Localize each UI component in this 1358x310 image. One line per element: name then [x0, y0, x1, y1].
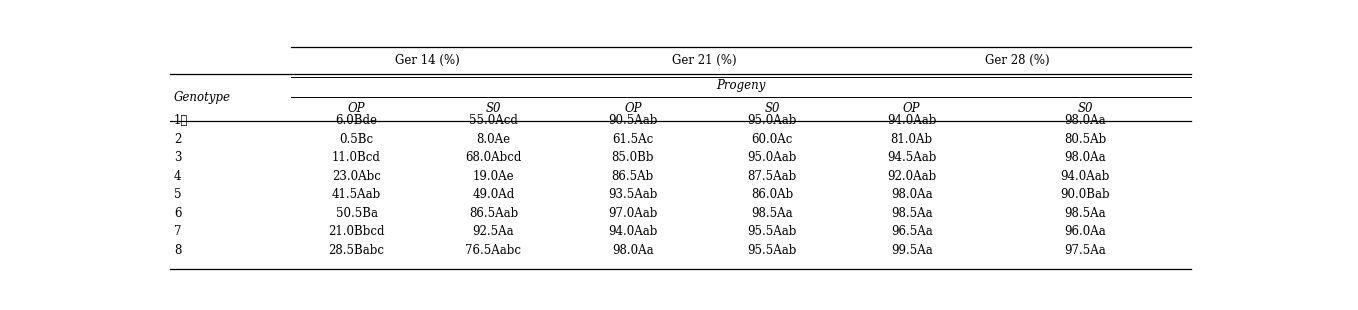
Text: 95.5Aab: 95.5Aab [748, 244, 797, 257]
Text: 8.0Ae: 8.0Ae [477, 133, 511, 146]
Text: 94.5Aab: 94.5Aab [887, 151, 937, 164]
Text: 95.0Aab: 95.0Aab [748, 114, 797, 127]
Text: 95.0Aab: 95.0Aab [748, 151, 797, 164]
Text: 8: 8 [174, 244, 182, 257]
Text: 21.0Bbcd: 21.0Bbcd [329, 225, 384, 238]
Text: 7: 7 [174, 225, 182, 238]
Text: 98.0Aa: 98.0Aa [1065, 114, 1107, 127]
Text: 41.5Aab: 41.5Aab [331, 188, 382, 201]
Text: 85.0Bb: 85.0Bb [611, 151, 655, 164]
Text: 2: 2 [174, 133, 182, 146]
Text: Ger 14 (%): Ger 14 (%) [395, 54, 460, 67]
Text: 61.5Ac: 61.5Ac [612, 133, 653, 146]
Text: 0.5Bc: 0.5Bc [340, 133, 373, 146]
Text: 98.5Aa: 98.5Aa [751, 207, 793, 220]
Text: 86.0Ab: 86.0Ab [751, 188, 793, 201]
Text: 87.5Aab: 87.5Aab [748, 170, 797, 183]
Text: 94.0Aab: 94.0Aab [1061, 170, 1109, 183]
Text: 98.0Aa: 98.0Aa [1065, 151, 1107, 164]
Text: Ger 28 (%): Ger 28 (%) [985, 54, 1050, 67]
Text: 4: 4 [174, 170, 182, 183]
Text: 93.5Aab: 93.5Aab [608, 188, 657, 201]
Text: 90.0Bab: 90.0Bab [1061, 188, 1111, 201]
Text: 94.0Aab: 94.0Aab [887, 114, 937, 127]
Text: S0: S0 [486, 102, 501, 115]
Text: 98.0Aa: 98.0Aa [612, 244, 653, 257]
Text: 1★: 1★ [174, 114, 189, 127]
Text: 92.0Aab: 92.0Aab [887, 170, 937, 183]
Text: Genotype: Genotype [174, 91, 231, 104]
Text: 97.5Aa: 97.5Aa [1065, 244, 1107, 257]
Text: 68.0Abcd: 68.0Abcd [466, 151, 521, 164]
Text: 99.5Aa: 99.5Aa [891, 244, 933, 257]
Text: 97.0Aab: 97.0Aab [608, 207, 657, 220]
Text: 95.5Aab: 95.5Aab [748, 225, 797, 238]
Text: 6: 6 [174, 207, 182, 220]
Text: 98.5Aa: 98.5Aa [891, 207, 933, 220]
Text: OP: OP [625, 102, 641, 115]
Text: 80.5Ab: 80.5Ab [1065, 133, 1107, 146]
Text: S0: S0 [765, 102, 779, 115]
Text: 76.5Aabc: 76.5Aabc [466, 244, 521, 257]
Text: 19.0Ae: 19.0Ae [473, 170, 515, 183]
Text: 6.0Bde: 6.0Bde [335, 114, 378, 127]
Text: 98.0Aa: 98.0Aa [891, 188, 933, 201]
Text: 11.0Bcd: 11.0Bcd [333, 151, 382, 164]
Text: S0: S0 [1078, 102, 1093, 115]
Text: 60.0Ac: 60.0Ac [751, 133, 793, 146]
Text: 96.5Aa: 96.5Aa [891, 225, 933, 238]
Text: 86.5Aab: 86.5Aab [469, 207, 517, 220]
Text: OP: OP [903, 102, 921, 115]
Text: 5: 5 [174, 188, 182, 201]
Text: 94.0Aab: 94.0Aab [608, 225, 657, 238]
Text: 50.5Ba: 50.5Ba [335, 207, 378, 220]
Text: 55.0Acd: 55.0Acd [469, 114, 517, 127]
Text: 49.0Ad: 49.0Ad [473, 188, 515, 201]
Text: 90.5Aab: 90.5Aab [608, 114, 657, 127]
Text: Ger 21 (%): Ger 21 (%) [672, 54, 736, 67]
Text: 92.5Aa: 92.5Aa [473, 225, 515, 238]
Text: 81.0Ab: 81.0Ab [891, 133, 933, 146]
Text: Progeny: Progeny [716, 79, 766, 92]
Text: 23.0Abc: 23.0Abc [333, 170, 382, 183]
Text: OP: OP [348, 102, 365, 115]
Text: 96.0Aa: 96.0Aa [1065, 225, 1107, 238]
Text: 98.5Aa: 98.5Aa [1065, 207, 1107, 220]
Text: 3: 3 [174, 151, 182, 164]
Text: 28.5Babc: 28.5Babc [329, 244, 384, 257]
Text: 86.5Ab: 86.5Ab [611, 170, 655, 183]
